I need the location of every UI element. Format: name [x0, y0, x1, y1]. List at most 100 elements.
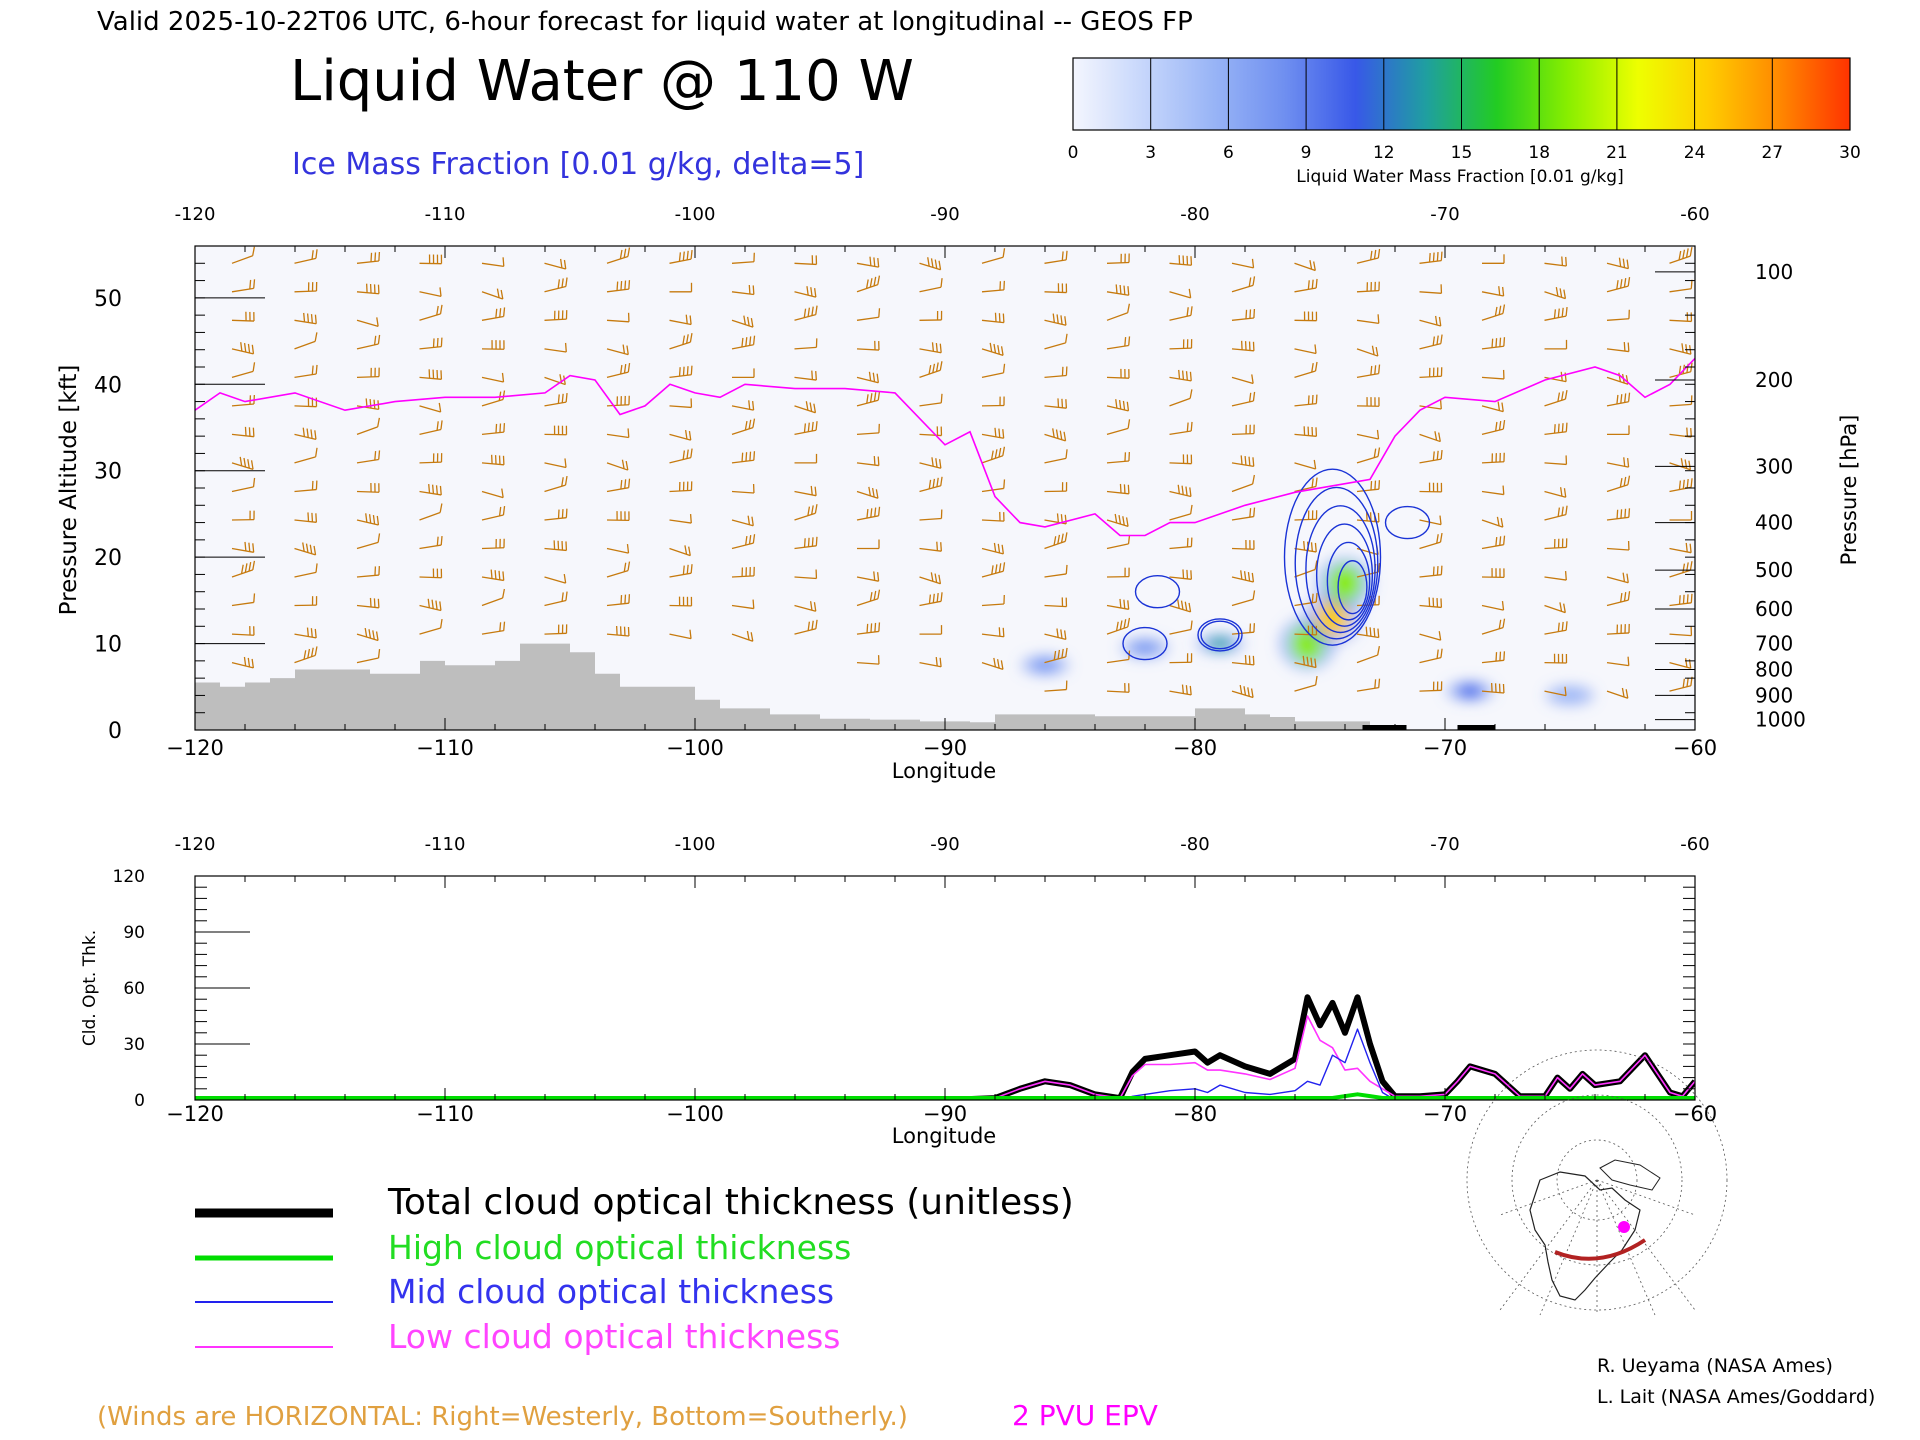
- x-tick-label-bottom: −90: [923, 1102, 967, 1126]
- wind-barb: [1481, 401, 1504, 413]
- barb-feather: [1061, 251, 1064, 261]
- barb-feather: [1559, 288, 1563, 298]
- barb-shaft: [1044, 457, 1067, 464]
- barb-shaft: [731, 291, 754, 296]
- barb-feather: [1056, 314, 1059, 324]
- x-tick-label-bottom: −110: [416, 1102, 474, 1126]
- barb-feather: [690, 448, 693, 458]
- wind-barb: [1169, 537, 1193, 550]
- barb-feather: [1624, 508, 1627, 518]
- wind-barb: [1419, 251, 1443, 264]
- barb-feather: [686, 250, 689, 260]
- wind-barb: [669, 332, 693, 350]
- barb-feather: [502, 390, 506, 400]
- barb-feather: [1690, 428, 1692, 438]
- wind-barb: [356, 648, 381, 664]
- barb-feather: [1553, 424, 1556, 434]
- barb-feather: [1682, 479, 1685, 489]
- map-section-line: [1554, 1238, 1647, 1261]
- barb-shaft: [1231, 598, 1254, 607]
- barb-feather: [1064, 532, 1068, 542]
- wind-barb: [1544, 287, 1567, 300]
- barb-shaft: [981, 348, 1004, 356]
- barb-feather: [928, 594, 932, 604]
- wind-barb: [1294, 459, 1317, 470]
- barb-feather: [1436, 566, 1439, 576]
- barb-feather: [877, 391, 881, 401]
- barb-shaft: [606, 433, 629, 439]
- barb-feather: [1495, 652, 1498, 662]
- wind-barb: [1419, 482, 1443, 493]
- barb-feather: [1002, 313, 1005, 323]
- barb-feather: [625, 460, 629, 471]
- barb-feather: [1313, 459, 1317, 470]
- barb-feather: [1564, 389, 1568, 400]
- wind-barb: [356, 317, 379, 327]
- barb-feather: [1559, 602, 1563, 612]
- barb-feather: [1248, 277, 1252, 287]
- barb-feather: [935, 342, 938, 353]
- wind-barb: [669, 596, 693, 607]
- barb-shaft: [919, 402, 942, 407]
- barb-shaft: [231, 601, 254, 607]
- barb-feather: [1627, 475, 1631, 485]
- pv-label: 2 PVU EPV: [1012, 1399, 1158, 1432]
- barb-feather: [1115, 621, 1119, 631]
- barb-shaft: [481, 262, 504, 268]
- wind-barb: [1669, 542, 1692, 554]
- barb-feather: [439, 287, 442, 297]
- barb-feather: [372, 514, 376, 525]
- barb-feather: [1311, 593, 1314, 603]
- barb-feather: [747, 515, 751, 525]
- barb-feather: [374, 252, 377, 262]
- barb-feather: [1432, 336, 1436, 346]
- barb-feather: [377, 417, 381, 427]
- barb-shaft: [794, 262, 817, 266]
- wind-barb: [1482, 254, 1505, 264]
- wind-barb: [731, 335, 756, 350]
- wind-barb: [419, 598, 442, 612]
- barb-feather: [1252, 457, 1255, 467]
- barb-feather: [684, 429, 688, 440]
- barb-feather: [1311, 478, 1314, 488]
- barb-feather: [1498, 286, 1501, 296]
- wind-barb: [419, 568, 443, 579]
- barb-feather: [752, 285, 755, 295]
- wind-barb: [481, 569, 505, 582]
- wind-barb: [1481, 419, 1506, 436]
- barb-feather: [310, 628, 313, 638]
- barb-feather: [684, 545, 688, 555]
- barb-feather: [811, 370, 814, 380]
- barb-shaft: [356, 519, 379, 526]
- barb-shaft: [731, 633, 754, 642]
- legend-mid: Mid cloud optical thickness: [388, 1272, 834, 1311]
- top-axes: -120 −120 -110 −110 -100 −100 -90 −90 -80 −80 -70 −…: [94, 204, 1806, 760]
- x-tick-label-bottom: −120: [166, 1102, 224, 1126]
- wind-barb: [1044, 564, 1068, 578]
- barb-shaft: [1044, 604, 1067, 608]
- wind-barb: [1606, 541, 1630, 551]
- wind-barb: [1419, 431, 1441, 443]
- barb-feather: [557, 279, 561, 289]
- wind-barb: [1669, 626, 1693, 637]
- wind-barb: [1356, 626, 1380, 639]
- barb-feather: [678, 252, 682, 262]
- barb-feather: [253, 593, 256, 603]
- barb-feather: [1370, 250, 1373, 260]
- barb-shaft: [794, 291, 817, 298]
- barb-feather: [436, 421, 439, 431]
- barb-feather: [690, 365, 693, 375]
- barb-feather: [998, 447, 1002, 458]
- barb-feather: [876, 373, 879, 383]
- barb-feather: [875, 489, 879, 499]
- barb-feather: [1314, 344, 1317, 354]
- pv-2pvu-line: [195, 357, 1695, 537]
- barb-shaft: [981, 547, 1004, 555]
- barb-feather: [1247, 571, 1251, 582]
- barb-feather: [377, 598, 380, 608]
- wind-barb: [1169, 484, 1192, 498]
- barb-shaft: [1356, 433, 1379, 440]
- barb-shaft: [1481, 690, 1504, 694]
- barb-shaft: [919, 262, 941, 271]
- barb-feather: [811, 505, 814, 515]
